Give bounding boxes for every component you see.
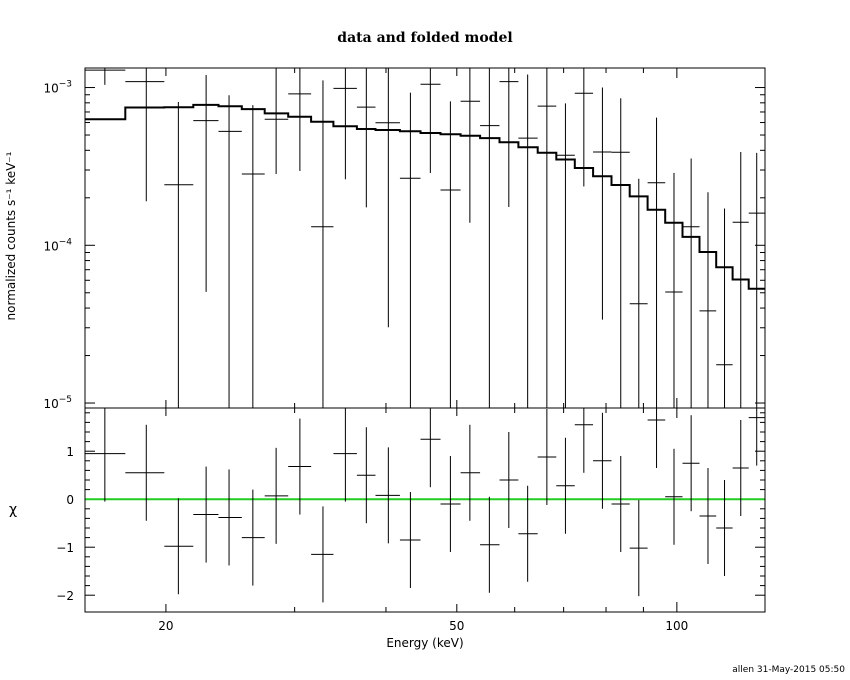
residual-data-point [593, 412, 612, 509]
residual-data-point [399, 492, 421, 588]
footer-timestamp: allen 31-May-2015 05:50 [732, 665, 845, 675]
spectrum-data-point [574, 68, 594, 187]
residual-data-point [556, 437, 575, 534]
residual-y-tick-label: 0 [66, 493, 74, 507]
residual-data-point [499, 432, 519, 528]
residual-data-point [85, 408, 126, 502]
spectrum-data-point [499, 68, 519, 207]
spectrum-data-point [518, 74, 538, 408]
residual-data-point [732, 420, 749, 516]
residual-data-point [748, 408, 765, 466]
residual-data-point [574, 408, 594, 473]
residual-data-point [611, 456, 630, 552]
residual-data-series [85, 408, 765, 603]
residual-data-point [682, 415, 700, 512]
spectrum-data-point [537, 68, 557, 408]
spectrum-data-point [420, 68, 441, 174]
spectrum-data-point [699, 192, 717, 408]
x-tick-label: 20 [158, 619, 173, 633]
residual-data-point [699, 468, 717, 564]
residual-data-point [665, 448, 683, 545]
residual-y-ticks: 1 0 −1 −2 [56, 412, 765, 603]
spectrum-y-tick-label: 10−4 [43, 237, 72, 253]
x-tick-label: 50 [449, 619, 464, 633]
spectrum-data-point [264, 68, 289, 175]
spectrum-data-point [164, 101, 194, 408]
folded-model-series [85, 103, 765, 290]
spectrum-data-point [732, 152, 749, 408]
residual-data-point [241, 489, 265, 586]
residual-data-point [537, 408, 557, 505]
spectrum-data-point [460, 68, 481, 223]
residual-data-point [333, 408, 357, 502]
spectrum-data-point [480, 68, 500, 408]
spectrum-data-point [716, 208, 733, 408]
residual-data-point [164, 498, 194, 595]
residual-data-point [440, 456, 461, 552]
x-tick-label: 100 [665, 619, 688, 633]
spectrum-data-point [218, 95, 242, 408]
residual-data-point [218, 469, 242, 566]
spectrum-data-point [647, 117, 666, 408]
chart-title: data and folded model [337, 30, 512, 46]
x-axis-label: Energy (keV) [386, 636, 463, 650]
residual-data-point [460, 424, 481, 521]
spectrum-y-tick-label: 10−5 [43, 395, 72, 411]
spectrum-data-point [682, 158, 700, 408]
folded-model-step-line [85, 103, 765, 290]
x-axis-ticks: 20 50 100 [158, 68, 688, 633]
residual-data-point [647, 408, 666, 468]
residual-data-point [311, 506, 334, 603]
spectrum-data-point [399, 92, 421, 408]
residual-data-point [288, 418, 312, 515]
spectrum-data-point [629, 178, 648, 408]
residual-y-tick-label: 1 [66, 445, 74, 459]
spectrum-data-point [288, 68, 312, 171]
spectrum-data-point [375, 68, 400, 328]
residual-data-point [125, 424, 165, 521]
spectrum-y-ticks: 10−5 10−4 10−3 [43, 80, 765, 411]
residual-data-point [480, 496, 500, 593]
residual-data-point [518, 485, 538, 582]
spectrum-data-point [311, 80, 334, 408]
residual-data-point [629, 500, 648, 597]
residual-data-point [716, 480, 733, 576]
residual-y-axis-label: χ [9, 502, 17, 518]
spectrum-data-point [241, 105, 265, 408]
spectrum-data-point [556, 103, 575, 408]
residual-data-point [420, 408, 441, 488]
spectrum-data-point [593, 87, 612, 320]
spectrum-data-point [665, 172, 683, 408]
residual-data-point [375, 447, 400, 544]
spectrum-data-point [85, 68, 126, 85]
spectrum-data-series [85, 68, 765, 408]
spectrum-y-axis-label: normalized counts s⁻¹ keV⁻¹ [4, 151, 18, 320]
residual-data-point [264, 447, 289, 544]
spectrum-data-point [193, 75, 219, 292]
spectrum-y-tick-label: 10−3 [43, 80, 72, 96]
spectrum-data-point [125, 68, 165, 202]
residual-data-point [193, 466, 219, 563]
spectrum-panel: 10−5 10−4 10−3 [43, 67, 766, 411]
spectrum-plot-frame [84, 67, 766, 409]
residual-y-tick-label: −2 [56, 589, 74, 603]
residual-panel: 1 0 −1 −2 [56, 407, 766, 613]
residual-plot-frame [84, 407, 766, 613]
spectrum-data-point [440, 101, 461, 408]
spectrum-data-point [611, 98, 630, 408]
residual-y-tick-label: −1 [56, 541, 74, 555]
spectrum-data-point [748, 152, 765, 408]
spectrum-data-point [333, 68, 357, 180]
residual-data-point [356, 427, 376, 524]
spectrum-data-point [356, 68, 376, 208]
